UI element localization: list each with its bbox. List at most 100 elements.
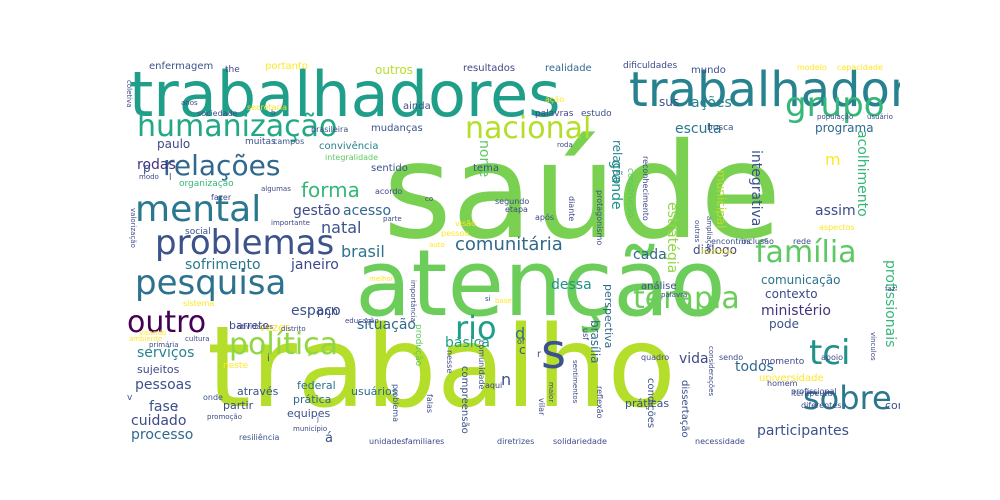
cloud-word: saúde <box>383 115 782 269</box>
cloud-word: universidade <box>759 373 824 384</box>
cloud-word: considerações <box>707 346 715 397</box>
cloud-word: resiliência <box>239 433 280 442</box>
cloud-word: pessoa <box>441 229 470 238</box>
cloud-word: estudo <box>581 109 612 119</box>
cloud-word: f <box>175 405 178 413</box>
cloud-word: nacional <box>465 111 592 146</box>
cloud-word: humanização <box>137 109 338 144</box>
cloud-word: capacidade <box>837 63 883 72</box>
cloud-word: neste <box>223 361 248 371</box>
cloud-word: cuidado <box>131 413 187 429</box>
cloud-word: educação <box>345 317 379 325</box>
cloud-word: s <box>541 324 567 380</box>
cloud-word: federal <box>297 379 336 392</box>
cloud-word: sistema <box>183 299 215 308</box>
cloud-word: dissertação <box>679 380 690 438</box>
cloud-word: sujeitos <box>137 363 180 376</box>
cloud-word: base <box>495 297 512 305</box>
cloud-word: natal <box>321 218 362 237</box>
cloud-word: visando <box>139 329 167 337</box>
cloud-word: condições <box>645 378 656 429</box>
cloud-word: palavra <box>661 291 688 299</box>
cloud-word: segundo <box>495 197 530 206</box>
cloud-word: vilar <box>537 398 546 416</box>
cloud-word: b <box>271 109 276 117</box>
cloud-word: comunicação <box>761 273 841 287</box>
cloud-word: campos <box>273 137 305 146</box>
cloud-word: trabalhadores <box>129 60 561 131</box>
cloud-word: the <box>225 65 240 75</box>
cloud-word: paulo <box>157 137 191 151</box>
cloud-word: vínculos <box>869 332 877 361</box>
cloud-word: onde <box>203 393 223 402</box>
cloud-word: rodas <box>137 157 176 173</box>
cloud-word: unidades <box>369 437 406 446</box>
cloud-word: assim <box>815 203 856 219</box>
cloud-word: ainda <box>403 101 431 112</box>
cloud-word: portanto <box>265 61 309 72</box>
cloud-word: todos <box>735 359 774 375</box>
cloud-word: sentido <box>371 163 408 174</box>
cloud-word: parte <box>383 215 402 223</box>
cloud-word: i <box>267 353 270 364</box>
cloud-word: comunidade <box>477 340 486 390</box>
cloud-word: inclusão <box>741 237 774 246</box>
cloud-word: faz <box>885 285 896 293</box>
cloud-word: serviços <box>137 345 195 361</box>
cloud-word: partir <box>223 399 254 412</box>
cloud-word: reflexão <box>595 386 604 419</box>
cloud-word: promoção <box>207 413 242 421</box>
cloud-word: construção <box>625 168 635 218</box>
cloud-word: fazer <box>211 193 232 202</box>
cloud-word: v <box>127 393 133 403</box>
cloud-word: solidariedade <box>553 437 607 446</box>
cloud-word: importante <box>271 219 310 227</box>
cloud-word: nesse <box>445 350 454 374</box>
cloud-word: modelo <box>797 63 827 72</box>
cloud-word: usf <box>581 328 590 341</box>
cloud-word: problema <box>391 384 400 423</box>
cloud-word: muitas <box>245 137 276 147</box>
cloud-word: ambiente <box>129 335 163 343</box>
cloud-word: rio <box>455 309 497 347</box>
cloud-word: acordo <box>375 187 403 196</box>
cloud-word: secretaria <box>247 103 287 112</box>
cloud-word: aqui <box>485 381 503 390</box>
cloud-word: mudanças <box>371 123 423 134</box>
cloud-word: compreensão <box>459 366 470 434</box>
cloud-word: rede <box>793 237 812 246</box>
cloud-word: roda <box>557 141 573 149</box>
cloud-word: j <box>317 415 319 423</box>
cloud-word: diante <box>567 196 576 222</box>
cloud-word: dificuldades <box>623 61 678 71</box>
cloud-word: conforme <box>885 399 900 412</box>
cloud-word: brasileira <box>311 125 349 134</box>
cloud-word: comunitária <box>455 234 563 255</box>
cloud-word: melhor <box>369 275 394 283</box>
cloud-word: maior <box>547 382 555 403</box>
cloud-word: terapeuta <box>793 389 833 398</box>
cloud-word: relações <box>163 149 281 182</box>
cloud-word: etapa <box>505 205 528 214</box>
cloud-word: política <box>229 327 339 362</box>
cloud-word: visão <box>455 219 476 228</box>
cloud-word: quadro <box>641 353 670 362</box>
cloud-word: atenção <box>355 230 726 337</box>
cloud-word: convivência <box>319 141 379 152</box>
cloud-word: necessidade <box>695 437 745 446</box>
cloud-word: práticas <box>625 397 670 410</box>
cloud-word: vezes <box>259 321 291 334</box>
cloud-word: básica <box>445 335 490 351</box>
cloud-word: momento <box>761 357 805 367</box>
cloud-word: enfermagem <box>149 61 214 72</box>
cloud-word: anos <box>181 99 198 107</box>
cloud-word: auto <box>429 241 445 249</box>
cloud-word: sendo <box>719 353 744 362</box>
cloud-word: ações <box>691 95 732 111</box>
cloud-word: sus <box>659 95 680 109</box>
cloud-word: realidade <box>545 63 592 74</box>
cloud-word: busca <box>707 123 734 133</box>
cloud-word: acesso <box>343 203 392 219</box>
cloud-word: participantes <box>757 423 849 439</box>
cloud-word: análise <box>641 281 677 292</box>
